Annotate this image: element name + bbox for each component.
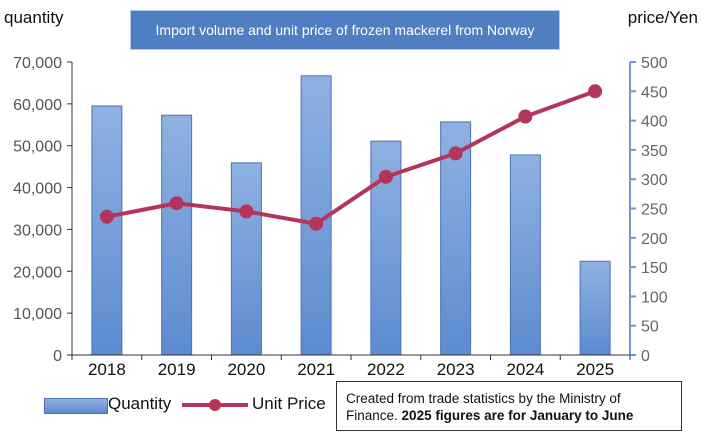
legend-unit-price-label: Unit Price — [252, 394, 326, 413]
x-tick-label: 2023 — [437, 360, 475, 379]
quantity-bar — [440, 121, 472, 356]
y-right-tick-label: 350 — [641, 143, 668, 160]
y-right-tick-label: 0 — [641, 348, 650, 365]
unit-price-marker — [309, 216, 324, 231]
chart-title: Import volume and unit price of frozen m… — [131, 11, 559, 49]
y-right-tick-label: 250 — [641, 202, 668, 219]
y-right-axis-title: price/Yen — [627, 8, 698, 27]
unit-price-marker — [378, 169, 393, 184]
y-left-tick-label: 10,000 — [13, 306, 62, 323]
y-left-axis: 0 10,000 20,000 30,000 40,000 50,000 60,000 70,… — [13, 55, 73, 365]
y-left-axis-title: quantity — [4, 8, 64, 27]
legend-quantity-swatch — [44, 398, 108, 414]
x-tick-label: 2021 — [297, 360, 335, 379]
y-left-tick-label: 60,000 — [13, 97, 62, 114]
y-right-tick-label: 200 — [641, 231, 668, 248]
unit-price-marker — [239, 204, 254, 219]
quantity-bar — [230, 162, 262, 356]
unit-price-marker — [99, 209, 114, 224]
source-note-bold: 2025 figures are for January to June — [401, 408, 634, 423]
source-note: Created from trade statistics by the Min… — [336, 381, 682, 431]
y-left-tick-label: 50,000 — [13, 139, 62, 156]
x-tick-label: 2024 — [506, 360, 544, 379]
x-axis: 2018 2019 2020 2021 2022 2023 2024 2025 — [71, 354, 631, 379]
unit-price-marker — [588, 84, 603, 99]
source-note-text: Created from trade statistics by the Min… — [346, 391, 621, 423]
quantity-bars — [91, 75, 611, 356]
quantity-bar — [161, 114, 193, 356]
y-right-tick-label: 150 — [641, 260, 668, 277]
x-tick-label: 2019 — [158, 360, 196, 379]
x-tick-label: 2022 — [367, 360, 405, 379]
y-left-tick-label: 0 — [53, 348, 62, 365]
x-tick-label: 2018 — [88, 360, 126, 379]
y-left-tick-label: 40,000 — [13, 181, 62, 198]
unit-price-polyline — [106, 89, 596, 226]
unit-price-marker — [518, 109, 533, 124]
x-tick-label: 2025 — [576, 360, 614, 379]
unit-price-marker — [169, 196, 184, 211]
y-right-tick-label: 50 — [641, 319, 659, 336]
quantity-bar — [509, 154, 541, 356]
y-right-axis: 0 50 100 150 200 250 300 350 400 450 500 — [629, 55, 668, 365]
y-right-tick-label: 400 — [641, 114, 668, 131]
unit-price-line — [99, 84, 603, 231]
quantity-bar — [91, 105, 123, 356]
legend-unit-price-swatch — [182, 399, 248, 411]
x-tick-label: 2020 — [227, 360, 265, 379]
y-left-tick-label: 30,000 — [13, 222, 62, 239]
y-left-tick-label: 70,000 — [13, 55, 62, 72]
unit-price-marker — [448, 146, 463, 161]
y-right-tick-label: 300 — [641, 172, 668, 189]
y-right-tick-label: 450 — [641, 84, 668, 101]
legend-quantity-label: Quantity — [108, 394, 172, 413]
y-left-tick-label: 20,000 — [13, 264, 62, 281]
y-right-tick-label: 500 — [641, 55, 668, 72]
y-right-tick-label: 100 — [641, 289, 668, 306]
quantity-bar — [579, 260, 611, 356]
